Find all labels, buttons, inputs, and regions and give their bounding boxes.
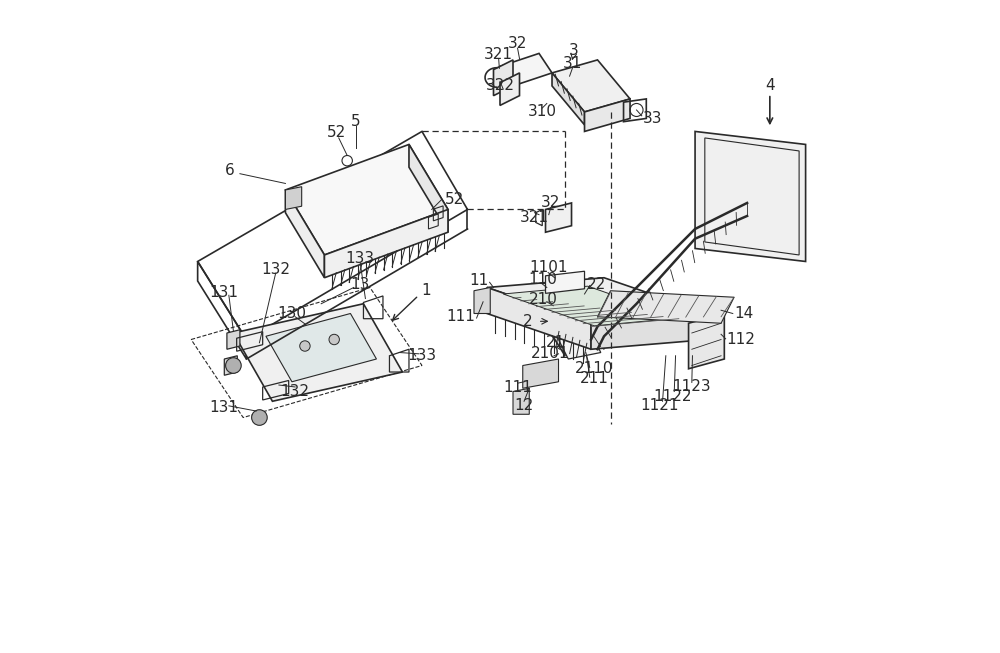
- Polygon shape: [695, 131, 806, 261]
- Text: 1123: 1123: [673, 379, 711, 394]
- Polygon shape: [598, 291, 734, 323]
- Polygon shape: [500, 54, 552, 86]
- Text: 133: 133: [346, 251, 375, 266]
- Text: 322: 322: [485, 78, 514, 93]
- Text: 33: 33: [643, 111, 663, 126]
- Polygon shape: [689, 313, 724, 369]
- Polygon shape: [324, 210, 448, 278]
- Text: 110: 110: [528, 272, 557, 287]
- Text: 22: 22: [587, 277, 606, 292]
- Polygon shape: [552, 73, 585, 125]
- Text: 211: 211: [580, 371, 609, 386]
- Text: 321: 321: [484, 47, 513, 62]
- Polygon shape: [585, 99, 630, 131]
- Polygon shape: [266, 313, 376, 382]
- Polygon shape: [224, 356, 237, 375]
- Circle shape: [329, 334, 339, 345]
- Circle shape: [252, 409, 267, 425]
- Text: 32: 32: [541, 195, 560, 210]
- Text: 130: 130: [277, 306, 306, 321]
- Text: 131: 131: [209, 285, 238, 300]
- Polygon shape: [523, 359, 559, 389]
- Polygon shape: [285, 144, 448, 255]
- Polygon shape: [513, 389, 529, 414]
- Polygon shape: [233, 304, 402, 402]
- Text: 133: 133: [407, 348, 437, 363]
- Text: 12: 12: [514, 398, 534, 413]
- Text: 1101: 1101: [529, 261, 567, 276]
- Text: 2: 2: [523, 314, 533, 329]
- Text: 32: 32: [508, 36, 527, 51]
- Text: 31: 31: [563, 56, 583, 71]
- Text: 321: 321: [520, 210, 549, 225]
- Text: 1: 1: [422, 283, 431, 298]
- Text: 132: 132: [281, 384, 310, 399]
- Polygon shape: [487, 287, 591, 349]
- Text: 310: 310: [528, 104, 557, 119]
- Text: 52: 52: [327, 125, 346, 140]
- Text: 4: 4: [765, 78, 775, 93]
- Text: 11: 11: [469, 274, 488, 289]
- Text: 111: 111: [446, 310, 475, 325]
- Polygon shape: [285, 187, 302, 210]
- Text: 210: 210: [528, 292, 557, 307]
- Polygon shape: [546, 271, 585, 293]
- Circle shape: [300, 341, 310, 351]
- Polygon shape: [546, 203, 572, 232]
- Text: 1121: 1121: [640, 398, 679, 413]
- Polygon shape: [591, 313, 708, 349]
- Text: 2101: 2101: [531, 346, 569, 361]
- Text: 52: 52: [445, 192, 464, 207]
- Text: 2110: 2110: [575, 361, 614, 376]
- Text: 111: 111: [504, 380, 533, 395]
- Circle shape: [226, 358, 241, 374]
- Text: 21: 21: [546, 335, 566, 350]
- Text: 1122: 1122: [653, 389, 692, 404]
- Text: 112: 112: [726, 332, 755, 347]
- Polygon shape: [487, 278, 708, 323]
- Polygon shape: [503, 286, 679, 326]
- Text: 131: 131: [209, 400, 238, 415]
- Polygon shape: [493, 60, 513, 96]
- Text: 13: 13: [351, 277, 370, 292]
- Polygon shape: [588, 307, 604, 349]
- Text: 5: 5: [351, 114, 360, 129]
- Polygon shape: [285, 190, 324, 278]
- Polygon shape: [559, 333, 601, 359]
- Polygon shape: [549, 307, 604, 340]
- Text: 3: 3: [569, 42, 578, 57]
- Polygon shape: [549, 313, 565, 356]
- Polygon shape: [409, 144, 448, 232]
- Text: 132: 132: [261, 262, 290, 277]
- Polygon shape: [474, 287, 490, 313]
- Text: 6: 6: [225, 163, 235, 178]
- Polygon shape: [227, 330, 240, 349]
- Polygon shape: [552, 60, 630, 112]
- Text: 14: 14: [734, 306, 753, 321]
- Polygon shape: [500, 73, 520, 105]
